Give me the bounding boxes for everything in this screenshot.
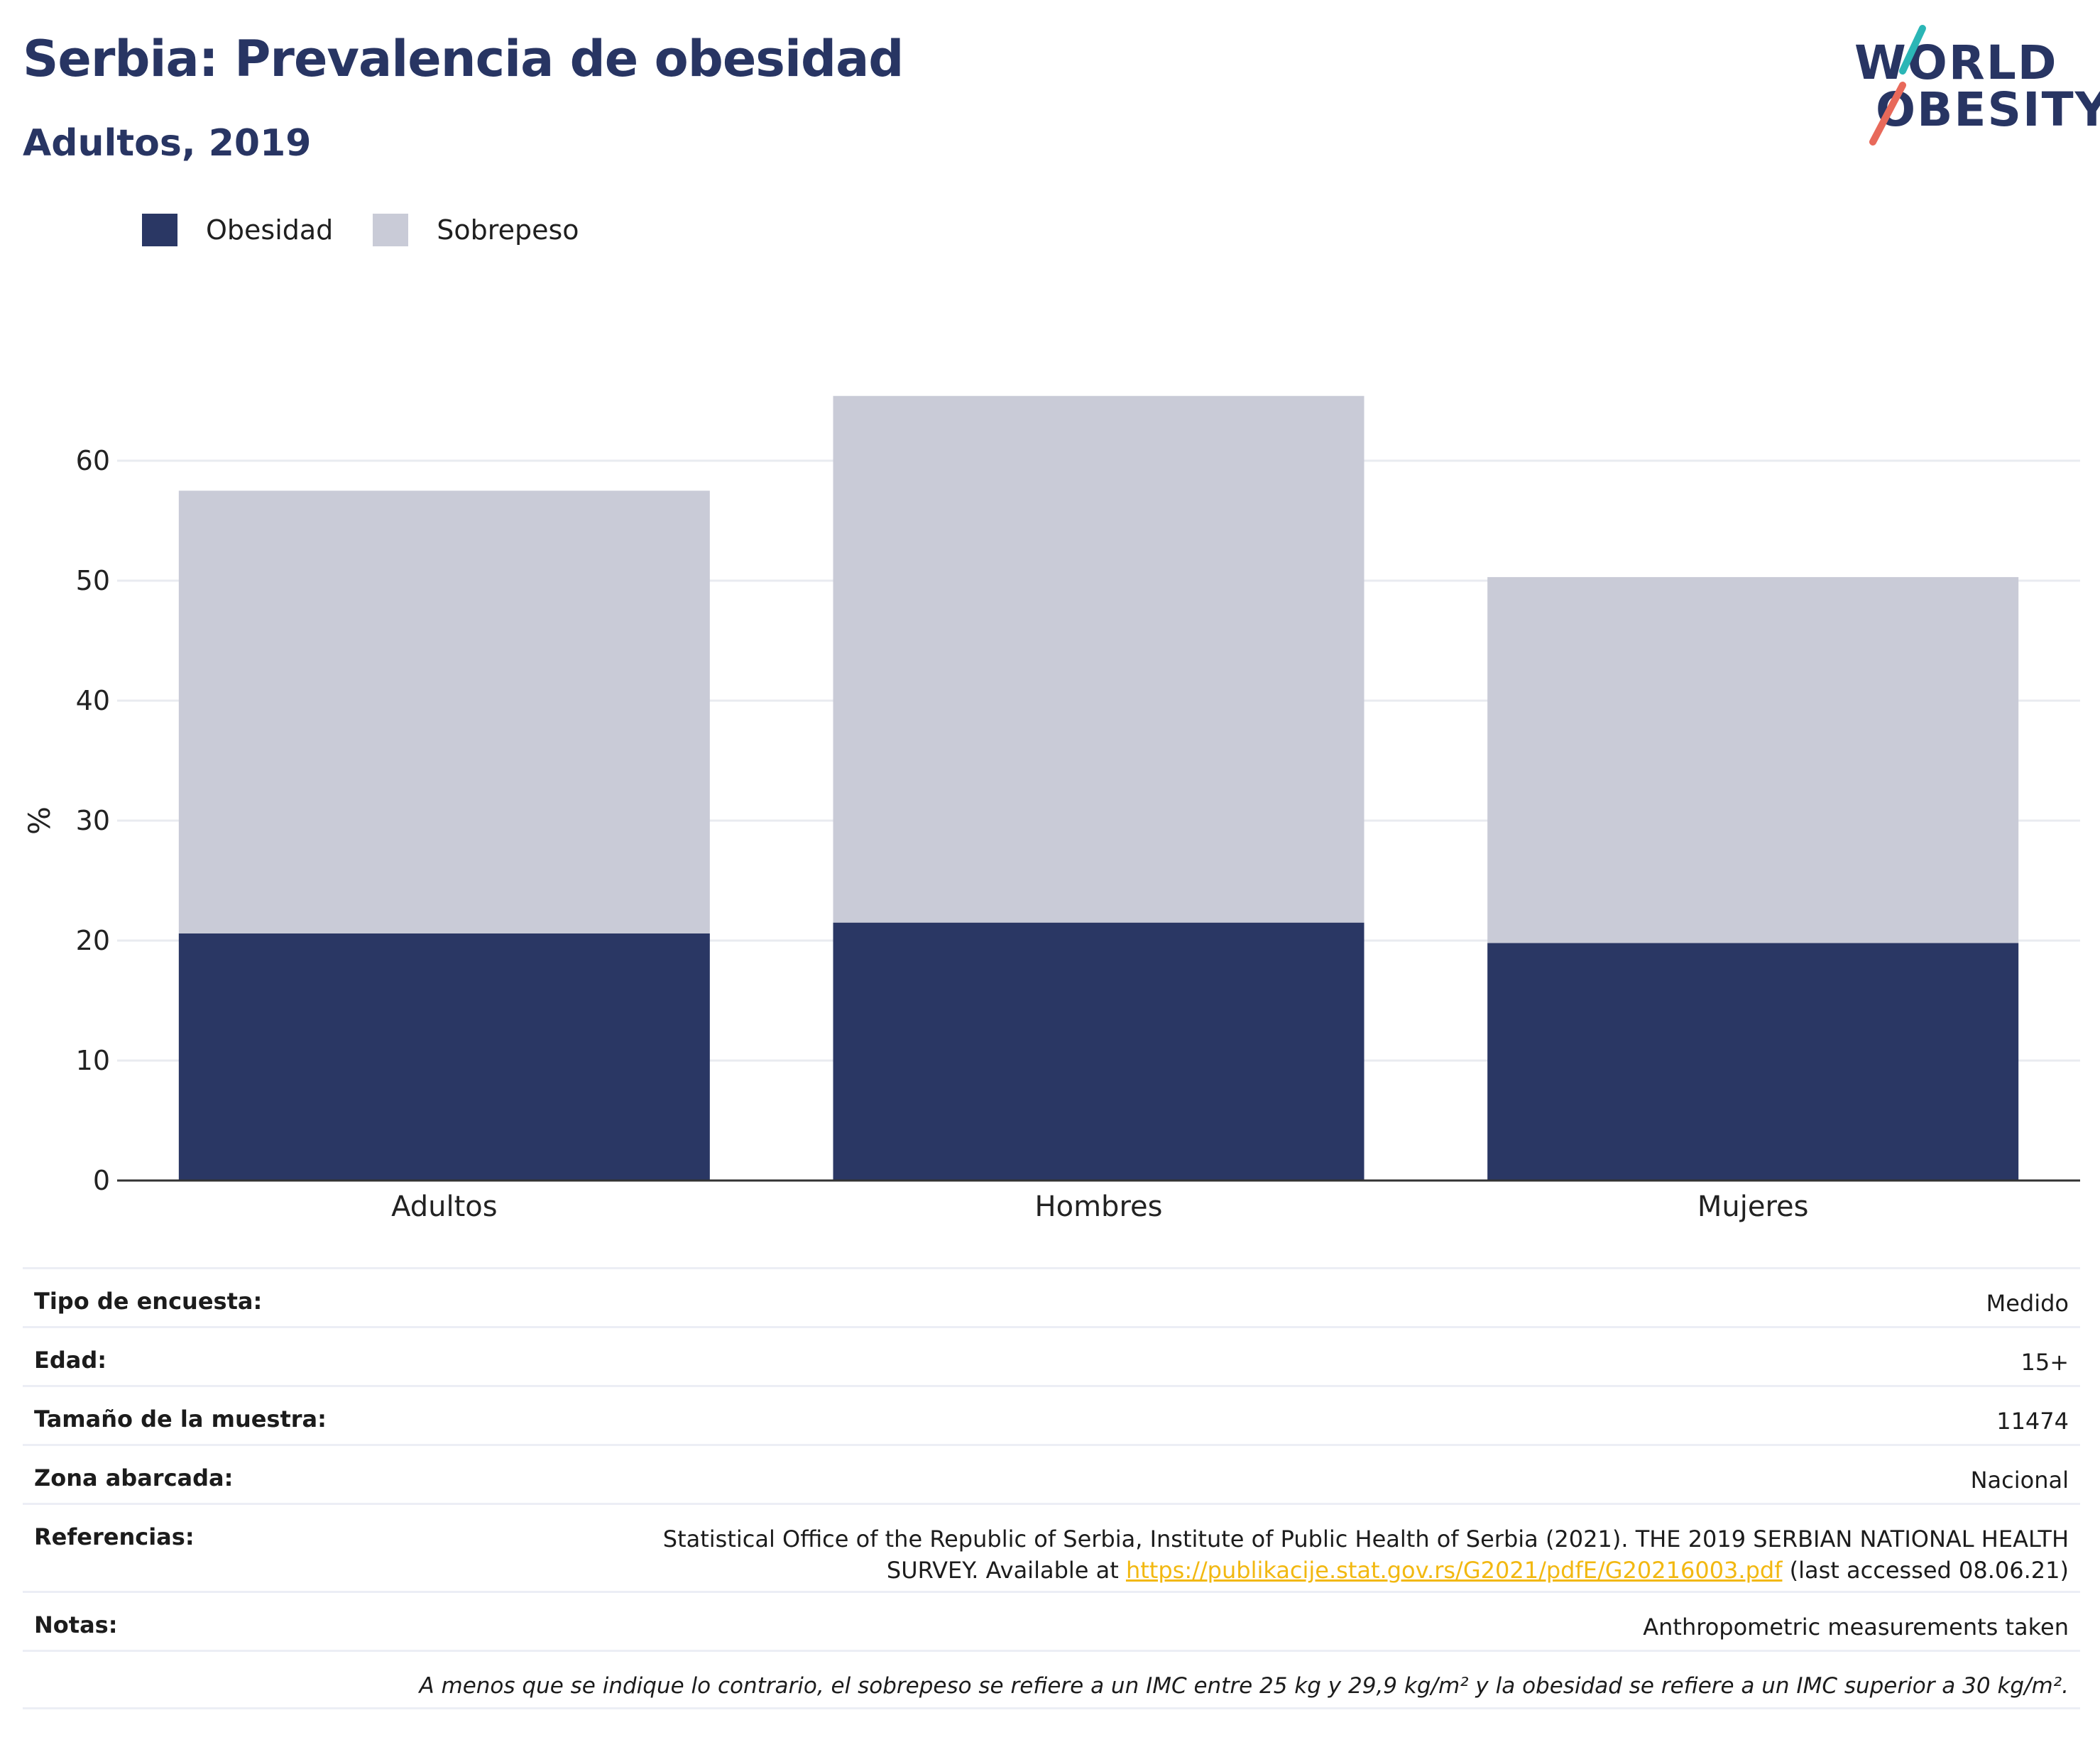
y-axis-title: % [22,806,57,835]
meta-row-muestra: Tamaño de la muestra: 11474 [23,1385,2080,1444]
meta-row-referencias: Referencias: Statistical Office of the R… [23,1503,2080,1591]
y-tick-label: 50 [76,565,110,596]
legend-swatch-sobrepeso [373,214,409,246]
stacked-bar-chart: 0 10 20 30 40 50 60% Adultos Hombres Mujeres [22,395,2080,1223]
meta-row-tipo: Tipo de encuesta: Medido [23,1267,2080,1326]
reference-line2-suffix: (last accessed 08.06.21) [1782,1557,2069,1584]
meta-key: Edad: [34,1347,107,1374]
x-tick-label: Mujeres [1697,1190,1809,1223]
reference-line2-prefix: SURVEY. Available at [886,1557,1126,1584]
legend-swatch-obesidad [142,214,177,246]
survey-metadata-table: Tipo de encuesta: Medido Edad: 15+ Tamañ… [23,1267,2080,1709]
x-axis: Adultos Hombres Mujeres [117,1179,2080,1223]
y-tick-label: 30 [76,805,110,836]
legend-label-obesidad: Obesidad [206,214,334,246]
meta-value: 15+ [2020,1349,2069,1376]
world-obesity-logo: WORLD OBESITY [1846,21,2100,149]
legend-item-sobrepeso[interactable]: Sobrepeso [373,214,579,246]
page-subtitle: Adultos, 2019 [23,122,312,165]
chart-legend: Obesidad Sobrepeso [142,212,619,248]
bar-obesidad-hombres[interactable] [833,922,1365,1181]
bar-sobrepeso-mujeres[interactable] [1487,576,2019,943]
meta-key: Tamaño de la muestra: [34,1406,327,1433]
x-tick-label: Hombres [1035,1190,1163,1223]
meta-value: 11474 [1996,1408,2069,1435]
logo-text-obesity: OBESITY [1876,82,2100,137]
bar-sobrepeso-adultos[interactable] [178,491,710,933]
logo-slash-icon [1869,25,1926,146]
meta-key: Notas: [34,1611,118,1638]
y-tick-label: 60 [76,445,110,476]
meta-footnote: A menos que se indique lo contrario, el … [23,1650,2080,1709]
meta-row-notas: Notas: Anthropometric measurements taken [23,1591,2080,1650]
y-axis: 0 10 20 30 40 50 60% [22,445,110,1196]
meta-value: Anthropometric measurements taken [1643,1614,2069,1641]
page-title: Serbia: Prevalencia de obesidad [23,30,904,88]
y-tick-label: 0 [93,1165,110,1196]
meta-value: Nacional [1970,1467,2069,1494]
meta-key: Tipo de encuesta: [34,1288,263,1315]
bar-obesidad-mujeres[interactable] [1487,943,2019,1181]
footnote-text: A menos que se indique lo contrario, el … [419,1673,2069,1699]
reference-link[interactable]: https://publikacije.stat.gov.rs/G2021/pd… [1125,1557,1783,1584]
bar-sobrepeso-hombres[interactable] [833,395,1365,923]
meta-value: Medido [1986,1290,2069,1317]
bar-obesidad-adultos[interactable] [178,933,710,1181]
meta-row-zona: Zona abarcada: Nacional [23,1444,2080,1503]
y-tick-label: 40 [76,685,110,716]
legend-label-sobrepeso: Sobrepeso [437,214,579,246]
meta-key: Zona abarcada: [34,1464,234,1491]
y-tick-label: 10 [76,1045,110,1076]
legend-item-obesidad[interactable]: Obesidad [142,214,333,246]
reference-text: Statistical Office of the Republic of Se… [663,1523,2069,1586]
y-tick-label: 20 [76,925,110,956]
x-tick-label: Adultos [391,1190,498,1223]
reference-line1: Statistical Office of the Republic of Se… [662,1526,2069,1552]
meta-row-edad: Edad: 15+ [23,1326,2080,1385]
chart-bars [178,395,2019,1181]
meta-key: Referencias: [34,1523,195,1550]
logo-text-world: WORLD [1854,35,2058,90]
